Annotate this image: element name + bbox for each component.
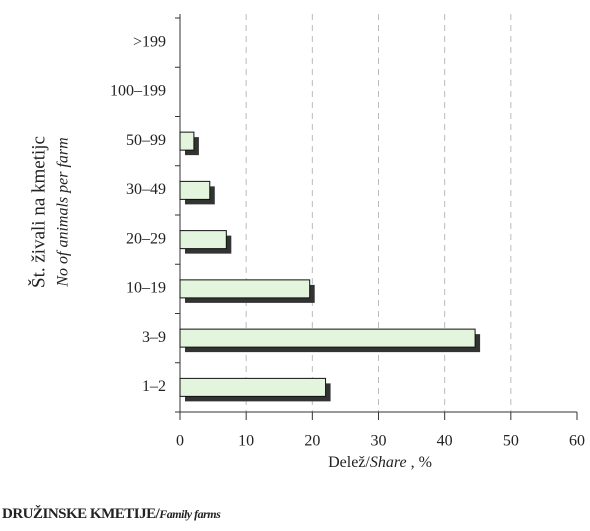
bar [179, 131, 195, 151]
y-tick-label: >199 [133, 33, 166, 50]
bar [179, 180, 211, 200]
x-tick-label: 0 [176, 433, 184, 450]
y-tick-label: 50–99 [126, 132, 166, 149]
footer: DRUŽINSKE KMETIJE/Family farms [2, 505, 221, 522]
bar [179, 230, 227, 250]
x-label-suffix: , % [407, 454, 432, 471]
x-axis-label: Delež/Share , % [328, 454, 432, 471]
y-tick-label: 1–2 [142, 378, 166, 395]
y-tick-label: 3–9 [142, 329, 166, 346]
y-tick-label: 20–29 [126, 230, 166, 247]
y-tick-label: 10–19 [126, 280, 166, 297]
x-tick-label: 60 [569, 433, 585, 450]
y-axis-label: Št. živali na kmetijc [27, 136, 49, 288]
y-tick-label: 30–49 [126, 181, 166, 198]
x-tick-label: 50 [503, 433, 519, 450]
x-tick-label: 30 [371, 433, 387, 450]
footer-italic: Family farms [158, 507, 221, 521]
x-label-main: Delež/ [328, 454, 370, 471]
x-tick-label: 10 [238, 433, 254, 450]
footer-main: DRUŽINSKE KMETIJE/ [2, 505, 161, 522]
x-tick-label: 20 [304, 433, 320, 450]
bar [179, 328, 476, 348]
x-tick-label: 40 [437, 433, 453, 450]
bar [179, 377, 327, 397]
x-label-italic: Share [370, 454, 407, 471]
bar [179, 279, 311, 299]
y-tick-label: 100–199 [110, 83, 166, 100]
y-axis-label-en: No of animals per farm [55, 137, 72, 287]
